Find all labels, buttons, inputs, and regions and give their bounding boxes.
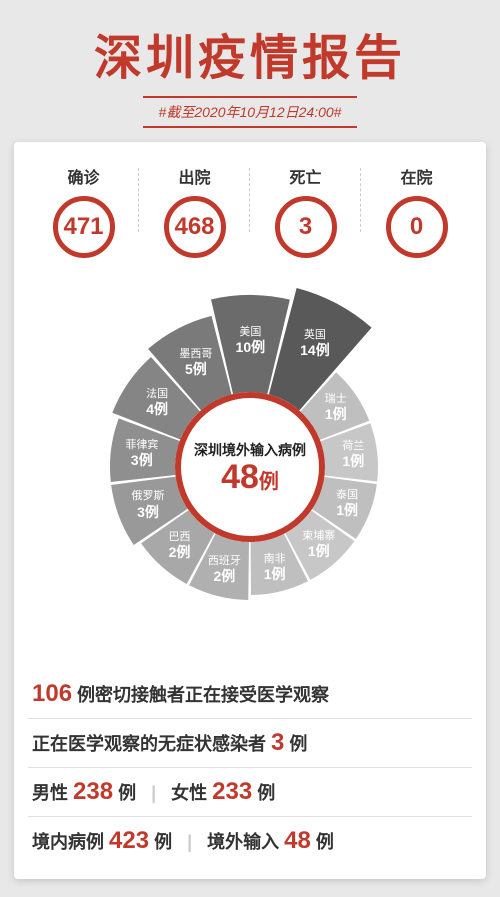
row-number: 423 [109, 827, 149, 854]
row-text: 正在医学观察的无症状感染者 [32, 734, 271, 754]
stat-label: 出院 [139, 164, 250, 188]
stat-label: 在院 [361, 164, 472, 188]
stat-label: 死亡 [250, 164, 361, 188]
pie-center-label: 深圳境外输入病例 [194, 440, 306, 460]
pie-chart-wrap: 深圳境外输入病例 48例 英国14例瑞士1例荷兰1例泰国1例柬埔寨1例南非1例西… [28, 282, 472, 652]
stat-value: 0 [386, 196, 448, 258]
stat-label: 确诊 [28, 164, 139, 188]
stat-value: 468 [164, 196, 226, 258]
pie-center: 深圳境外输入病例 48例 [175, 392, 325, 542]
row-origin: 境内病例 423 例 | 境外输入 48 例 [28, 817, 472, 865]
row-text: 例密切接触者正在接受医学观察 [72, 685, 329, 705]
stat-hospital: 在院 0 [361, 164, 472, 258]
row-number: 106 [32, 680, 72, 707]
stat-row: 确诊 471 出院 468 死亡 3 在院 0 [28, 164, 472, 258]
row-number: 233 [212, 778, 252, 805]
row-text: 男性 [32, 783, 73, 803]
row-number: 238 [73, 778, 113, 805]
separator: | [151, 783, 156, 804]
main-card: 确诊 471 出院 468 死亡 3 在院 0 深圳境外输入病例 48例 [14, 142, 486, 879]
pie-center-value: 48例 [221, 460, 279, 494]
row-number: 3 [271, 729, 284, 756]
stat-deaths: 死亡 3 [250, 164, 361, 258]
row-number: 48 [284, 827, 311, 854]
stat-value: 3 [275, 196, 337, 258]
row-text: 例 [149, 832, 172, 852]
pie-chart: 深圳境外输入病例 48例 英国14例瑞士1例荷兰1例泰国1例柬埔寨1例南非1例西… [65, 282, 435, 652]
row-text: 例 [252, 783, 275, 803]
subtitle-text: #截至2020年10月12日24:00# [143, 96, 358, 128]
row-text: 例 [311, 832, 334, 852]
stat-confirmed: 确诊 471 [28, 164, 139, 258]
row-asymptomatic: 正在医学观察的无症状感染者 3 例 [28, 719, 472, 768]
stat-discharged: 出院 468 [139, 164, 250, 258]
row-text: 例 [113, 783, 136, 803]
infographic-root: 深圳疫情报告 #截至2020年10月12日24:00# 确诊 471 出院 46… [0, 0, 500, 897]
subtitle-bar: #截至2020年10月12日24:00# [0, 96, 500, 128]
row-text: 例 [284, 734, 307, 754]
row-contacts: 106 例密切接触者正在接受医学观察 [28, 670, 472, 719]
stat-value: 471 [53, 196, 115, 258]
row-text: 境内病例 [32, 832, 109, 852]
row-text: 境外输入 [207, 832, 284, 852]
page-title: 深圳疫情报告 [0, 0, 500, 96]
row-text: 女性 [171, 783, 212, 803]
separator: | [187, 832, 192, 853]
text-rows: 106 例密切接触者正在接受医学观察 正在医学观察的无症状感染者 3 例 男性 … [28, 670, 472, 865]
row-gender: 男性 238 例 | 女性 233 例 [28, 768, 472, 817]
